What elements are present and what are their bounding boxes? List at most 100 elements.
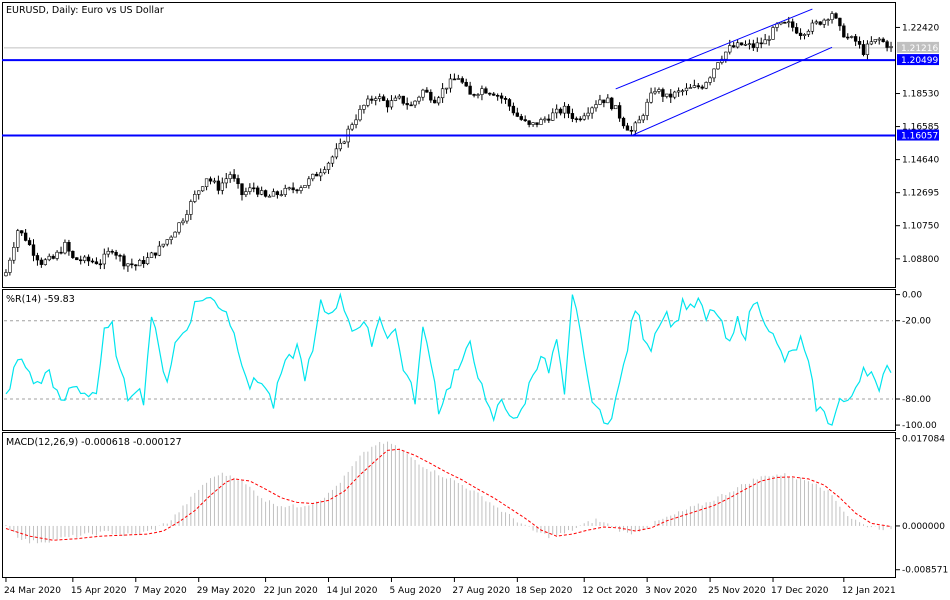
- price-tick-label: 1.22420: [902, 23, 939, 33]
- candle-body: [35, 255, 40, 261]
- candle-body: [244, 191, 248, 196]
- candle-body: [861, 44, 866, 55]
- candle-body: [397, 95, 402, 99]
- candle-body: [275, 191, 280, 195]
- candle-body: [436, 97, 441, 104]
- candle-body: [716, 62, 720, 70]
- candle-body: [688, 87, 693, 89]
- price-label-box: [897, 41, 939, 53]
- candle-body: [515, 112, 520, 117]
- candle-body: [377, 96, 382, 99]
- williams-tick-label: -20.00: [902, 317, 931, 327]
- candle-body: [582, 115, 586, 120]
- candle-body: [680, 90, 685, 93]
- price-tick-label: 1.10750: [902, 222, 939, 232]
- candle-body: [23, 232, 28, 241]
- candle-body: [507, 99, 512, 107]
- candle-body: [527, 120, 531, 125]
- candle-body: [676, 90, 681, 93]
- candle-body: [838, 17, 842, 27]
- candle-body: [830, 13, 834, 20]
- candle-body: [787, 21, 791, 24]
- candle-body: [59, 251, 63, 254]
- candle-body: [739, 42, 744, 46]
- x-tick-label: 27 Aug 2020: [452, 586, 510, 596]
- x-tick-label: 18 Sep 2020: [515, 586, 572, 596]
- macd-tick-label: 0.000000: [902, 522, 945, 532]
- candle-body: [267, 195, 272, 198]
- candle-body: [692, 85, 697, 88]
- candle-body: [393, 97, 398, 101]
- candle-body: [322, 169, 327, 174]
- candle-body: [110, 250, 114, 253]
- candle-body: [401, 95, 405, 104]
- candle-body: [216, 180, 221, 191]
- candle-body: [558, 108, 563, 114]
- candle-body: [614, 105, 618, 110]
- candle-body: [169, 236, 173, 240]
- candle-body: [433, 99, 437, 104]
- candle-body: [684, 87, 689, 92]
- candle-body: [637, 119, 641, 124]
- candle-body: [279, 194, 283, 196]
- candle-body: [263, 190, 268, 197]
- candle-body: [185, 214, 189, 222]
- candle-body: [511, 105, 516, 114]
- candle-body: [98, 263, 103, 266]
- candle-body: [79, 259, 83, 262]
- x-tick-label: 22 Jun 2020: [264, 586, 318, 596]
- williams-panel-frame: [2, 289, 896, 431]
- candle-body: [303, 185, 307, 188]
- x-tick-label: 25 Nov 2020: [708, 586, 766, 596]
- williams-tick-label: -100.00: [902, 421, 937, 431]
- candle-body: [444, 87, 449, 90]
- candle-body: [51, 255, 55, 259]
- candle-body: [421, 89, 425, 98]
- candle-body: [472, 94, 476, 96]
- x-axis: 24 Mar 2020 15 Apr 2020 7 May 2020 29 May 2…: [4, 577, 896, 596]
- price-tick-label: 1.16585: [902, 123, 939, 133]
- macd-signal-line: [5, 448, 892, 541]
- candle-body: [271, 191, 276, 197]
- candle-body: [236, 178, 240, 185]
- candle-body: [338, 142, 343, 150]
- candle-body: [633, 122, 638, 132]
- candle-body: [27, 240, 32, 246]
- candle-body: [134, 264, 138, 267]
- candle-body: [519, 116, 523, 120]
- candle-body: [747, 43, 752, 45]
- candle-body: [448, 78, 453, 89]
- candle-body: [189, 201, 193, 215]
- candle-body: [574, 118, 579, 120]
- price-tick-label: 1.08800: [902, 255, 939, 265]
- candle-body: [440, 88, 445, 99]
- candle-body: [287, 187, 291, 190]
- candle-body: [232, 174, 236, 179]
- candle-body: [228, 174, 232, 180]
- candle-body: [566, 105, 571, 114]
- candle-body: [334, 148, 339, 158]
- candle-body: [629, 129, 634, 132]
- price-tick-label: 1.12695: [902, 189, 939, 199]
- candle-body: [704, 82, 708, 89]
- candle-body: [86, 256, 91, 262]
- candle-body: [653, 91, 657, 94]
- candle-body: [220, 182, 224, 191]
- candle-body: [295, 189, 299, 192]
- candle-body: [240, 183, 244, 196]
- x-tick-label: 14 Jul 2020: [327, 586, 378, 596]
- channel-lower-line: [631, 46, 833, 137]
- candle-body: [708, 77, 712, 83]
- channel-upper-line: [615, 8, 813, 90]
- candle-body: [763, 39, 767, 45]
- candle-body: [657, 89, 661, 92]
- candle-body: [625, 125, 630, 131]
- candle-body: [724, 51, 728, 60]
- x-tick-label: 7 May 2020: [134, 586, 187, 596]
- candle-body: [669, 93, 673, 98]
- candle-body: [157, 245, 162, 256]
- candle-body: [381, 96, 386, 101]
- macd-tick-label: 0.017084: [902, 435, 945, 445]
- x-tick-label: 3 Nov 2020: [645, 586, 697, 596]
- candle-body: [645, 101, 649, 116]
